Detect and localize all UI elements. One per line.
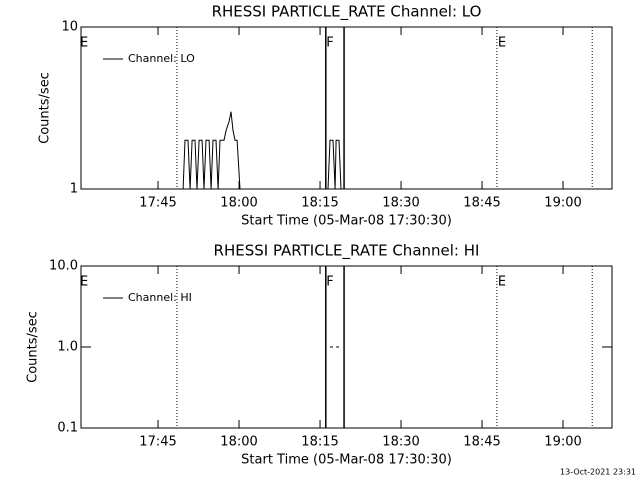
flag-label: E (80, 36, 88, 51)
plot-frame (80, 26, 613, 190)
x-tick-label: 18:15 (301, 435, 338, 450)
legend-label: Channel: HI (128, 291, 192, 304)
x-tick-label: 19:00 (544, 196, 581, 211)
x-tick-label: 18:15 (301, 196, 338, 211)
y-axis-title: Counts/sec (38, 72, 53, 144)
y-tick-label: 1.0 (57, 340, 78, 355)
flag-label: F (326, 275, 333, 290)
flag-label: F (326, 36, 333, 51)
x-tick-label: 18:00 (220, 196, 257, 211)
x-tick-label: 18:30 (382, 435, 419, 450)
y-tick-label: 0.1 (57, 421, 78, 436)
legend-label: Channel: LO (128, 52, 195, 65)
x-tick-label: 18:45 (463, 435, 500, 450)
x-tick-label: 18:00 (220, 435, 257, 450)
flag-label: E (498, 36, 506, 51)
data-line (182, 111, 342, 190)
timestamp: 13-Oct-2021 23:31 (560, 468, 636, 477)
x-tick-label: 18:45 (463, 196, 500, 211)
x-tick-label: 17:45 (139, 196, 176, 211)
x-tick-label: 17:45 (139, 435, 176, 450)
y-tick-label: 10.0 (49, 259, 78, 274)
y-axis-title: Counts/sec (26, 311, 41, 383)
chart-title: RHESSI PARTICLE_RATE Channel: HI (214, 242, 480, 261)
x-axis-title: Start Time (05-Mar-08 17:30:30) (241, 214, 452, 229)
flag-label: E (80, 275, 88, 290)
y-tick-label: 1 (70, 182, 78, 197)
x-tick-label: 18:30 (382, 196, 419, 211)
chart-title: RHESSI PARTICLE_RATE Channel: LO (212, 3, 482, 22)
x-tick-label: 19:00 (544, 435, 581, 450)
y-tick-label: 10 (61, 20, 78, 35)
flag-label: E (498, 275, 506, 290)
x-axis-title: Start Time (05-Mar-08 17:30:30) (241, 453, 452, 468)
